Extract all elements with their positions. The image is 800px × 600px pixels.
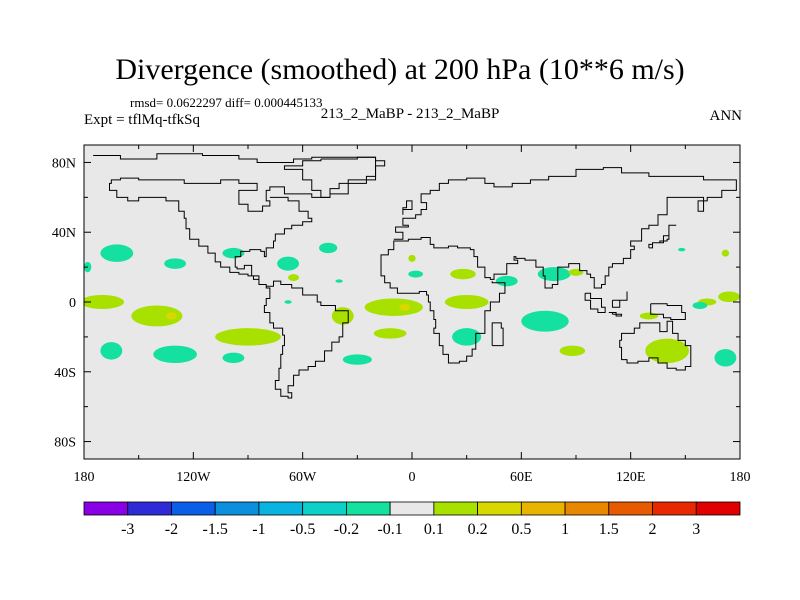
colorbar-box-11 bbox=[564, 501, 610, 516]
colorbar-label-8: 0.2 bbox=[468, 521, 488, 538]
coastline-layer bbox=[93, 153, 737, 399]
contour-region-14 bbox=[364, 298, 423, 316]
colorbar-box-2 bbox=[171, 501, 216, 516]
contour-region-29 bbox=[718, 291, 740, 302]
colorbar-label-1: -2 bbox=[165, 521, 178, 538]
colorbar-label-12: 2 bbox=[649, 521, 657, 538]
colorbar-label-0: -3 bbox=[121, 521, 134, 538]
contour-region-10 bbox=[222, 352, 245, 364]
contour-region-6 bbox=[131, 305, 183, 327]
colorbar-box-13 bbox=[652, 501, 697, 516]
contour-region-20 bbox=[408, 270, 423, 278]
y-tick-label-3: 40S bbox=[54, 366, 76, 381]
x-tick-label-3: 0 bbox=[409, 470, 416, 485]
x-tick-label-1: 120W bbox=[176, 470, 211, 485]
contour-region-16 bbox=[373, 328, 407, 339]
colorbar-box-7 bbox=[389, 501, 435, 516]
colorbar-box-12 bbox=[608, 501, 653, 516]
coastline-7 bbox=[584, 292, 606, 313]
season-label: ANN bbox=[709, 108, 743, 124]
coastline-9 bbox=[611, 291, 628, 308]
contour-region-4 bbox=[319, 242, 338, 254]
contour-region-21 bbox=[408, 254, 416, 262]
coastline-0 bbox=[93, 153, 386, 399]
coastline-8 bbox=[608, 311, 623, 317]
coastline-1 bbox=[380, 167, 737, 364]
colorbar-label-10: 1 bbox=[561, 521, 569, 538]
coastline-4 bbox=[402, 200, 413, 215]
colorbar-box-14 bbox=[695, 501, 741, 516]
x-tick-label-4: 60E bbox=[510, 470, 533, 485]
contour-region-1 bbox=[164, 258, 187, 269]
coastline-5 bbox=[491, 322, 504, 347]
chart-title: Divergence (smoothed) at 200 hPa (10**6 … bbox=[115, 53, 685, 86]
contour-region-26 bbox=[568, 268, 584, 276]
y-tick-label-1: 40N bbox=[52, 226, 76, 241]
colorbar-label-9: 0.5 bbox=[511, 521, 531, 538]
contour-region-15 bbox=[399, 303, 411, 311]
contour-region-30 bbox=[714, 349, 737, 367]
contour-region-23 bbox=[537, 267, 571, 282]
contour-region-18 bbox=[444, 295, 489, 309]
contour-region-24 bbox=[521, 310, 569, 332]
colorbar-label-7: 0.1 bbox=[424, 521, 444, 538]
colorbar-label-2: -1.5 bbox=[203, 521, 228, 538]
experiment-label: Expt = tflMq-tfkSq bbox=[84, 112, 200, 128]
contour-region-8 bbox=[215, 328, 281, 346]
contour-region-17 bbox=[452, 328, 482, 346]
y-tick-label-2: 0 bbox=[69, 296, 76, 311]
contour-region-37 bbox=[288, 274, 300, 282]
contour-region-27 bbox=[645, 338, 689, 364]
y-tick-label-4: 80S bbox=[54, 436, 76, 451]
contour-region-5 bbox=[84, 295, 125, 309]
colorbar-box-9 bbox=[477, 501, 522, 516]
contour-region-36 bbox=[335, 279, 343, 283]
contour-region-31 bbox=[639, 312, 659, 320]
colorbar-box-5 bbox=[302, 501, 347, 516]
colorbar-label-11: 1.5 bbox=[599, 521, 619, 538]
colorbar-box-6 bbox=[345, 501, 391, 516]
colorbar-label-13: 3 bbox=[692, 521, 700, 538]
axis-ticks: 180 120W 60W 0 60E 120E 180 80N 40N 0 40S 80S bbox=[52, 145, 751, 485]
contour-fill-layer bbox=[84, 242, 740, 367]
contour-region-9 bbox=[153, 345, 197, 364]
contour-region-32 bbox=[692, 302, 708, 309]
colorbar-box-4 bbox=[258, 501, 304, 516]
contour-region-38 bbox=[284, 300, 292, 304]
colorbar-label-3: -1 bbox=[252, 521, 265, 538]
rmsd-diff-stats: rmsd= 0.0622297 diff= 0.000445133 bbox=[130, 95, 323, 110]
colorbar-box-0 bbox=[83, 501, 129, 516]
contour-region-3 bbox=[277, 256, 300, 271]
contour-region-2 bbox=[222, 247, 245, 259]
colorbar-box-8 bbox=[433, 501, 479, 516]
y-tick-label-0: 80N bbox=[52, 156, 76, 171]
contour-region-34 bbox=[678, 247, 686, 252]
coastline-10 bbox=[650, 303, 686, 320]
colorbar-label-4: -0.5 bbox=[290, 521, 315, 538]
contour-region-13 bbox=[342, 354, 372, 365]
coastline-6 bbox=[648, 224, 677, 249]
contour-region-22 bbox=[495, 275, 518, 287]
contour-region-0 bbox=[100, 244, 134, 262]
contour-region-19 bbox=[450, 268, 476, 280]
x-tick-label-0: 180 bbox=[74, 470, 95, 485]
colorbar-label-6: -0.1 bbox=[377, 521, 402, 538]
coastline-3 bbox=[283, 156, 377, 198]
colorbar-box-3 bbox=[214, 501, 260, 516]
colorbar-box-10 bbox=[520, 501, 566, 516]
colorbar-box-1 bbox=[127, 501, 172, 516]
contour-region-7 bbox=[166, 312, 177, 320]
x-tick-label-5: 120E bbox=[616, 470, 646, 485]
contour-region-11 bbox=[100, 342, 123, 360]
x-tick-label-2: 60W bbox=[289, 470, 317, 485]
x-tick-label-6: 180 bbox=[730, 470, 751, 485]
coastline-2 bbox=[619, 320, 692, 371]
contour-region-33 bbox=[721, 249, 730, 257]
colorbar: -3 -2 -1.5 -1 -0.5 -0.2 -0.1 0.1 0.2 0.5 1 1.5 2 3 bbox=[83, 501, 741, 538]
contour-region-25 bbox=[559, 345, 586, 357]
case-label: 213_2_MaBP - 213_2_MaBP bbox=[320, 106, 500, 122]
colorbar-label-5: -0.2 bbox=[334, 521, 359, 538]
